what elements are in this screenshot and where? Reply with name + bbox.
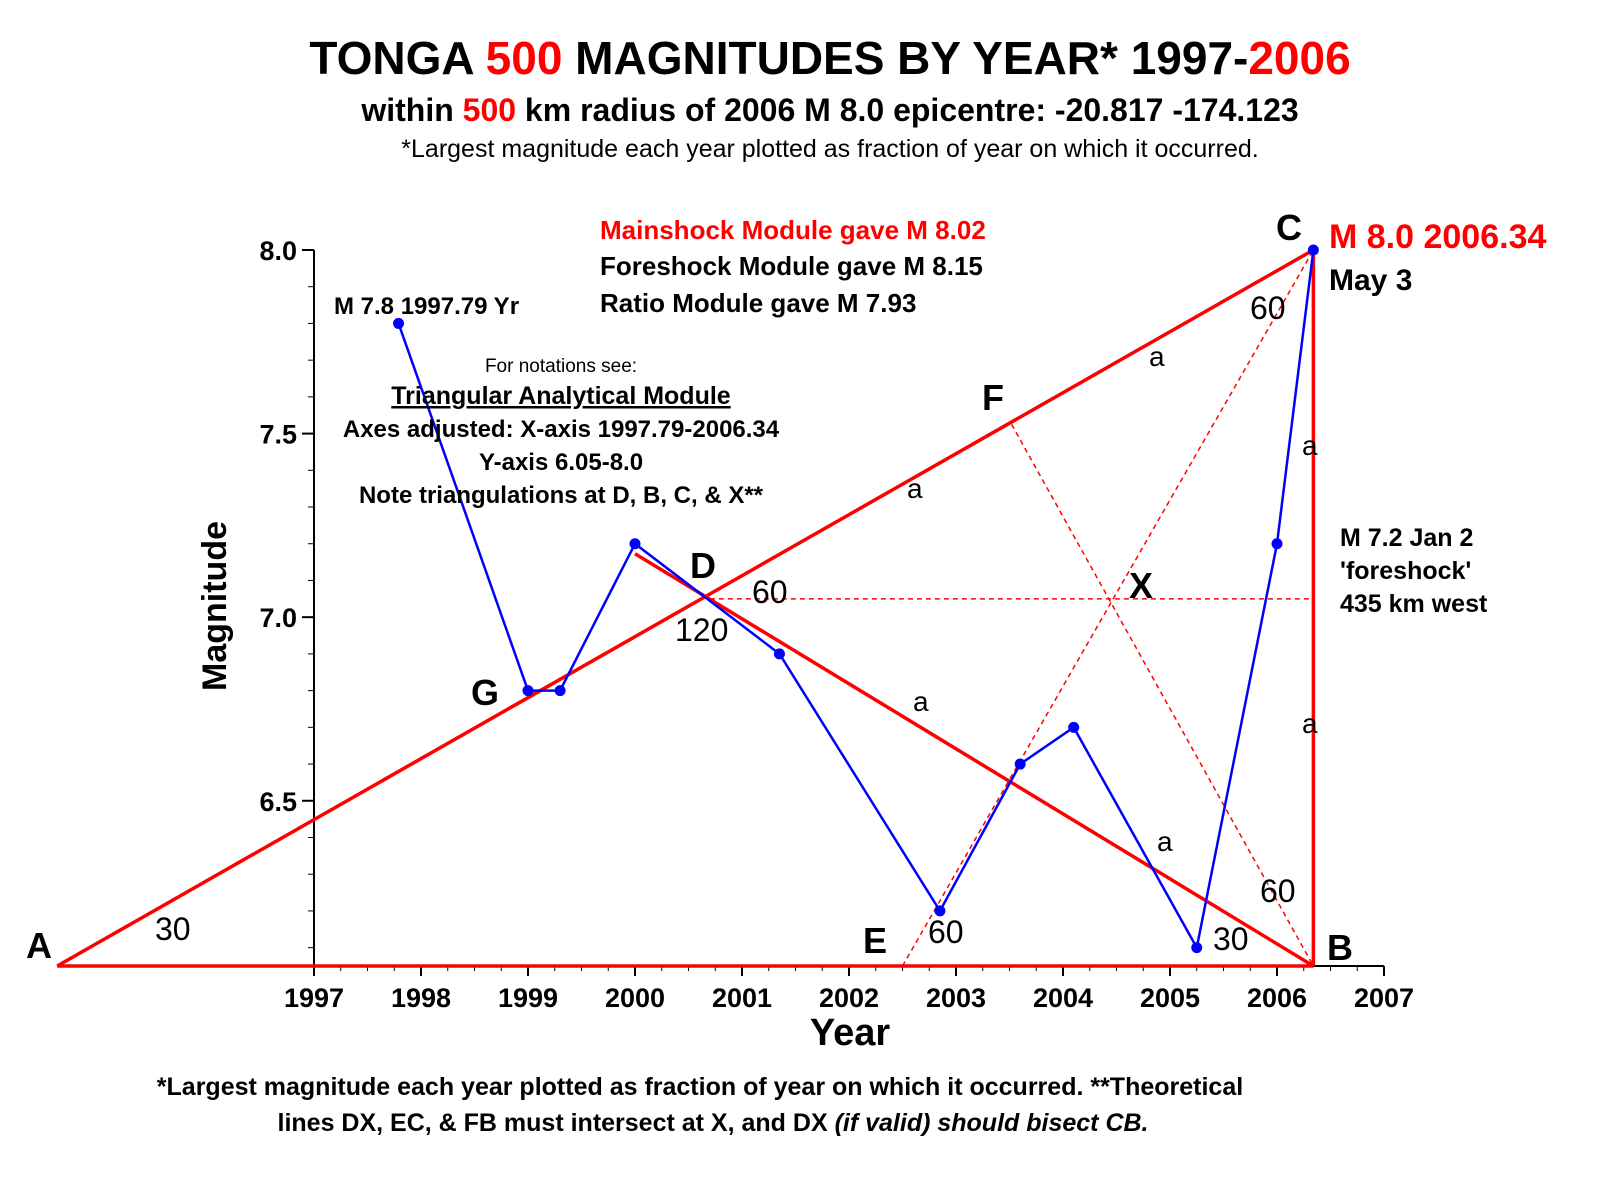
notes-line-1: For notations see: <box>485 356 637 377</box>
side-label-cb-lower: a <box>1302 708 1318 739</box>
data-point-4 <box>773 648 785 660</box>
mainshock-label: M 8.0 2006.34 <box>1329 218 1546 256</box>
x-tick-label-1999: 1999 <box>498 983 558 1013</box>
side-label-ac-lower: a <box>907 473 923 504</box>
side-label-cb-upper: a <box>1302 430 1318 461</box>
point-label-b: B <box>1327 927 1353 968</box>
line-fb-dashed <box>1010 424 1315 967</box>
y-tick-label-7: 7.0 <box>259 603 297 633</box>
notes-line-3: Axes adjusted: X-axis 1997.79-2006.34 <box>343 416 780 443</box>
side-label-ac-upper: a <box>1149 341 1165 372</box>
point-label-e: E <box>863 920 887 961</box>
x-axis-title: Year <box>810 1012 891 1054</box>
data-point-1 <box>522 685 534 697</box>
mainshock-date-label: May 3 <box>1329 264 1412 297</box>
x-tick-label-2006: 2006 <box>1247 983 1307 1013</box>
angle-label-c-60: 60 <box>1250 290 1286 326</box>
x-tick-label-2000: 2000 <box>605 983 665 1013</box>
line-db <box>634 552 1315 968</box>
y-axis-title: Magnitude <box>196 521 234 691</box>
x-tick-label-2003: 2003 <box>926 983 986 1013</box>
angle-label-d-60: 60 <box>752 574 788 610</box>
point-label-x: X <box>1129 565 1153 606</box>
angle-label-d-120: 120 <box>675 612 728 648</box>
side-label-db-upper: a <box>913 686 929 717</box>
x-tick-label-2002: 2002 <box>819 983 879 1013</box>
x-tick-label-1997: 1997 <box>284 983 344 1013</box>
chart-title: TONGA 500 MAGNITUDES BY YEAR* 1997-2006 <box>309 32 1350 84</box>
point-label-g: G <box>471 672 499 713</box>
foreshock-label-1: M 7.2 Jan 2 <box>1340 524 1473 552</box>
line-ac <box>56 248 1315 968</box>
x-tick-label-2004: 2004 <box>1033 983 1093 1013</box>
data-point-10 <box>1307 244 1319 256</box>
ratio-module-text: Ratio Module gave M 7.93 <box>600 288 916 318</box>
foreshock-label-3: 435 km west <box>1340 590 1488 618</box>
side-label-db-lower: a <box>1157 826 1173 857</box>
y-tick-label-8: 8.0 <box>259 236 297 266</box>
x-tick-label-1998: 1998 <box>391 983 451 1013</box>
notes-line-2: Triangular Analytical Module <box>391 382 731 410</box>
data-point-6 <box>1014 758 1026 770</box>
notes-line-5: Note triangulations at D, B, C, & X** <box>359 482 764 509</box>
foreshock-module-text: Foreshock Module gave M 8.15 <box>600 251 983 281</box>
construction-lines <box>56 248 1316 968</box>
data-point-3 <box>629 538 641 550</box>
point-label-a: A <box>26 925 52 966</box>
point-label-c: C <box>1276 207 1302 248</box>
point-label-d: D <box>690 545 716 586</box>
mainshock-module-text: Mainshock Module gave M 8.02 <box>600 215 986 245</box>
footnote-line-2: lines DX, EC, & FB must intersect at X, … <box>278 1109 1149 1137</box>
chart-subtitle: within 500 km radius of 2006 M 8.0 epice… <box>360 92 1298 128</box>
footnote-line-1: *Largest magnitude each year plotted as … <box>157 1073 1243 1101</box>
data-point-0 <box>393 317 405 329</box>
angle-label-e-60: 60 <box>928 914 964 950</box>
x-tick-label-2001: 2001 <box>712 983 772 1013</box>
angle-label-b-60: 60 <box>1260 873 1296 909</box>
point-label-f: F <box>982 377 1004 418</box>
data-point-5 <box>934 905 946 917</box>
first-quake-label: M 7.8 1997.79 Yr <box>334 293 519 320</box>
axes <box>313 250 1384 967</box>
magnitude-series <box>393 244 1319 954</box>
notes-line-4: Y-axis 6.05-8.0 <box>479 449 643 476</box>
y-tick-label-6.5: 6.5 <box>259 787 297 817</box>
angle-label-a-30: 30 <box>155 911 191 947</box>
tick-labels: 1997 1998 1999 2000 2001 2002 2003 2004 2005 2006… <box>259 236 1414 1013</box>
data-point-7 <box>1068 721 1080 733</box>
chart-subtitle-note: *Largest magnitude each year plotted as … <box>401 135 1258 163</box>
data-point-2 <box>554 685 566 697</box>
x-tick-label-2007: 2007 <box>1354 983 1414 1013</box>
y-tick-label-7.5: 7.5 <box>259 420 297 450</box>
foreshock-label-2: 'foreshock' <box>1340 557 1471 585</box>
angle-label-b-30: 30 <box>1213 921 1249 957</box>
data-point-9 <box>1271 538 1283 550</box>
line-ec-dashed <box>901 249 1315 967</box>
x-tick-label-2005: 2005 <box>1140 983 1200 1013</box>
data-point-8 <box>1191 942 1203 954</box>
